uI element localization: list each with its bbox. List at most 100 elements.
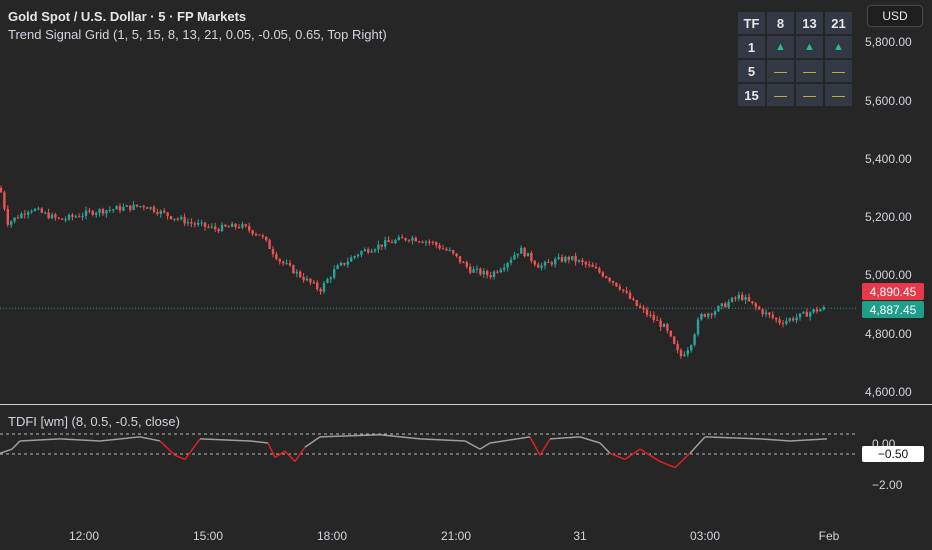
candle-body [227, 226, 230, 228]
candle-body [27, 211, 30, 215]
candle-body [95, 212, 98, 215]
candle-body [591, 264, 594, 267]
candle-body [448, 250, 451, 252]
neutral-dash-icon: — [767, 84, 794, 106]
candle-body [282, 261, 285, 264]
tdfi-line-segment [479, 442, 491, 450]
candle-body [288, 263, 292, 266]
candle-body [57, 217, 60, 219]
indicator-legend[interactable]: Trend Signal Grid (1, 5, 15, 8, 13, 21, … [8, 27, 387, 42]
grid-tf-label: 1 [738, 36, 765, 58]
candle-body [537, 264, 540, 268]
tdfi-line-segment [599, 442, 611, 454]
candle-body [465, 262, 468, 267]
candle-body [734, 297, 737, 299]
candle-body [615, 282, 618, 287]
candle-body [200, 222, 203, 224]
candle-body [156, 211, 159, 215]
candle-body [81, 215, 84, 217]
candle-body [343, 262, 346, 265]
tdfi-line-segment [284, 450, 296, 462]
tdfi-line-segment [0, 448, 13, 454]
candle-body [727, 301, 730, 308]
neutral-dash-icon: — [767, 60, 794, 82]
candle-body [135, 204, 139, 207]
candle-body [438, 245, 441, 249]
candle-body [696, 319, 700, 335]
candle-body [421, 241, 424, 243]
candle-body [802, 311, 805, 314]
candle-body [588, 264, 591, 266]
tdfi-line-segment [159, 440, 176, 456]
candle-body [88, 210, 91, 212]
candle-body [180, 217, 183, 220]
grid-row: 15 — — — [738, 84, 852, 106]
candle-body [669, 330, 672, 337]
candle-body [622, 289, 625, 291]
candle-body [543, 261, 547, 266]
candle-body [380, 244, 383, 247]
candle-body [115, 206, 118, 210]
candle-body [741, 294, 744, 300]
candle-body [605, 276, 608, 278]
candle-body [248, 226, 251, 231]
tdfi-line-segment [489, 436, 531, 444]
candle-body [214, 226, 217, 230]
candle-body [50, 214, 54, 219]
tdfi-line-segment [674, 452, 691, 469]
tdfi-line-segment [639, 448, 661, 463]
up-triangle-icon: ▲ [796, 36, 823, 58]
tdfi-level-badge: −0.50 [862, 446, 924, 462]
tdfi-line-segment [579, 436, 601, 444]
candle-body [146, 207, 149, 209]
tdfi-legend[interactable]: TDFI [wm] (8, 0.5, -0.5, close) [8, 414, 180, 429]
tdfi-line-segment [304, 436, 321, 448]
candle-body [370, 251, 373, 253]
candle-body [431, 242, 434, 244]
candle-body [700, 313, 703, 320]
tdfi-line-segment [419, 438, 466, 442]
candle-body [482, 270, 485, 275]
candle-body [679, 350, 683, 357]
candle-body [737, 294, 740, 299]
currency-selector[interactable]: USD [867, 5, 923, 27]
candle-body [159, 210, 162, 215]
candle-body [778, 319, 781, 324]
candle-body [373, 249, 377, 252]
candle-body [513, 255, 516, 260]
candle-body [254, 234, 258, 236]
candle-body [166, 212, 169, 216]
neutral-dash-icon: — [796, 60, 823, 82]
candle-body [550, 262, 553, 265]
tdfi-line-segment [294, 446, 306, 462]
candle-body [598, 268, 601, 273]
candle-body [581, 260, 584, 263]
candle-body [302, 276, 305, 281]
candle-body [618, 286, 621, 290]
price-tick: 5,600.00 [865, 94, 912, 108]
tdfi-line-segment [319, 434, 381, 438]
candle-body [632, 298, 635, 301]
candle-body [78, 216, 81, 218]
time-tick: 21:00 [440, 529, 472, 543]
candle-body [744, 297, 747, 300]
candle-body [819, 309, 822, 312]
candle-body [713, 311, 717, 315]
candle-body [367, 249, 370, 253]
candle-body [169, 215, 173, 219]
candle-body [503, 267, 506, 270]
candle-body [356, 254, 360, 257]
candle-body [486, 270, 489, 276]
candle-body [10, 221, 13, 225]
candle-body [594, 266, 598, 269]
candle-body [424, 241, 428, 243]
candle-body [173, 218, 176, 220]
candle-body [472, 269, 475, 273]
candle-body [203, 222, 207, 227]
candle-body [710, 313, 713, 315]
candle-body [775, 317, 778, 320]
candle-body [64, 219, 67, 221]
candle-body [574, 255, 577, 262]
pane-divider[interactable] [0, 404, 932, 405]
